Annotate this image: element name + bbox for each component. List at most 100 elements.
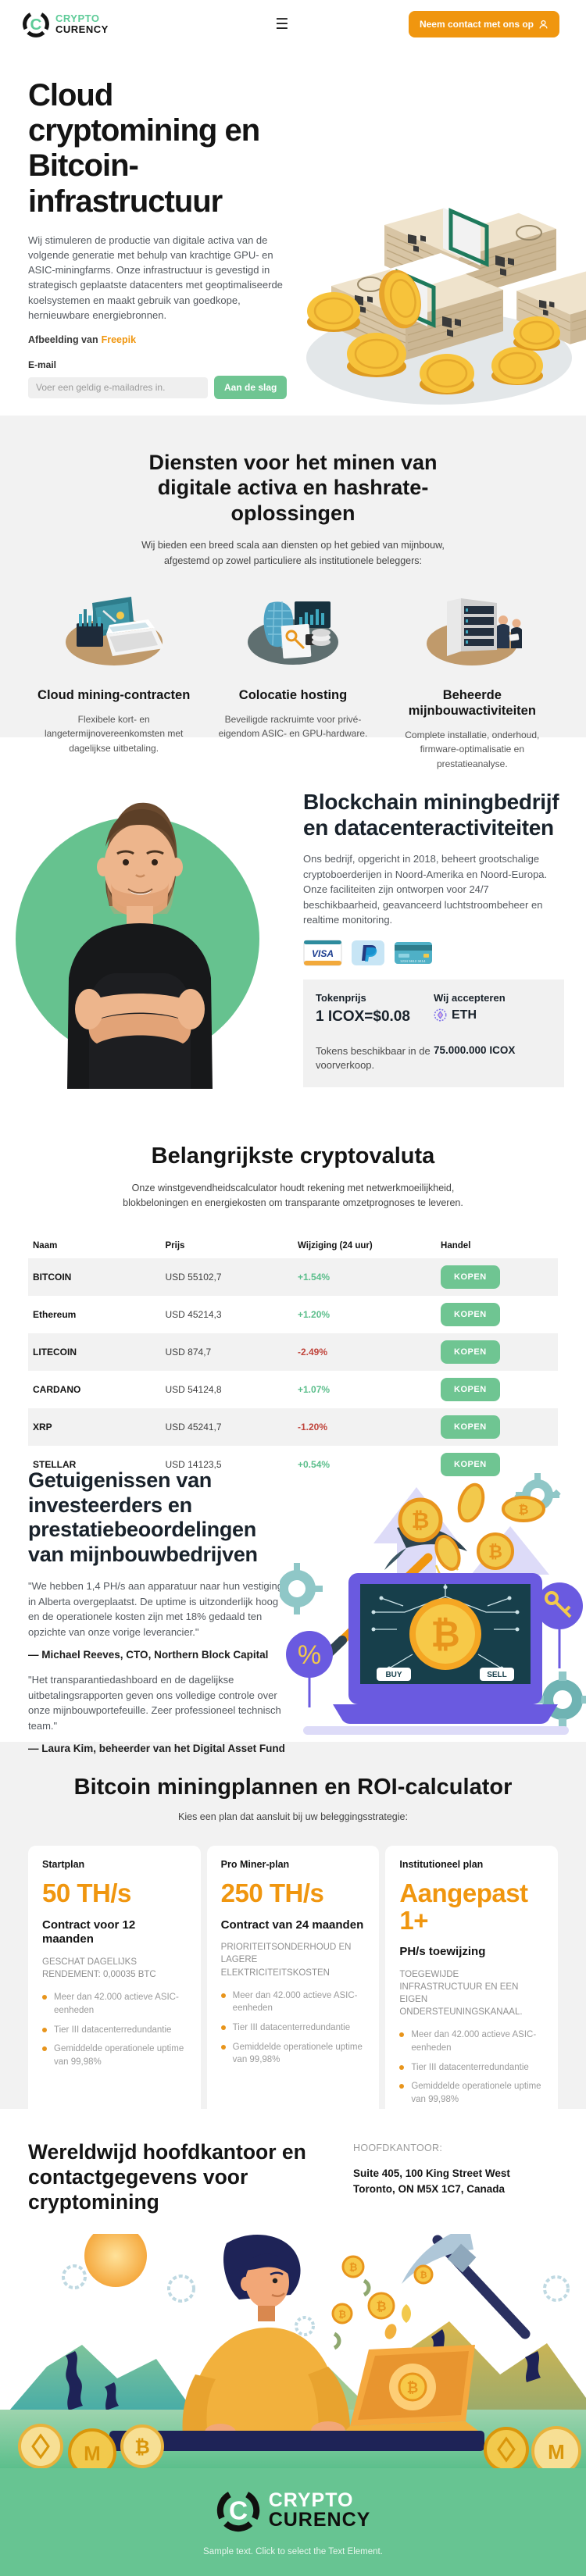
plans-section: Bitcoin miningplannen en ROI-calculator …: [0, 1742, 586, 2122]
svg-text:SELL: SELL: [487, 1671, 507, 1679]
gear-outlines: [62, 2264, 570, 2336]
accept-label: Wij accepteren: [434, 991, 506, 1004]
buy-button[interactable]: KOPEN: [441, 1340, 500, 1364]
svg-text:₿: ₿: [134, 2437, 150, 2458]
attribution-prefix: Afbeelding van: [28, 334, 98, 346]
hero-description: Wij stimuleren de productie van digitale…: [28, 234, 283, 321]
token-info-box: Tokenprijs 1 ICOX=$0.08 Wij accepteren E…: [303, 979, 564, 1088]
key-badge: [536, 1582, 583, 1668]
footer-logo-icon: C: [216, 2489, 259, 2532]
managed-mining-illustration: [427, 598, 523, 665]
crypto-section: Belangrijkste cryptovaluta Onze winstgev…: [0, 1111, 586, 1476]
buy-button[interactable]: KOPEN: [441, 1377, 500, 1401]
presale-label: Tokens beschikbaar in de voorverkoop.: [316, 1044, 431, 1072]
laptop: ₿ BUY SELL: [303, 1573, 569, 1735]
founder-photo: [16, 802, 259, 1089]
logo-text: CRYPTO CURENCY: [55, 13, 109, 34]
svg-text:C: C: [30, 16, 42, 34]
table-row: BITCOIN USD 55102,7 +1.54% KOPEN: [28, 1258, 558, 1296]
coin-burst: ₿ ₿ ₿ ₿: [331, 2255, 434, 2350]
company-description: Ons bedrijf, opgericht in 2018, beheert …: [303, 853, 548, 926]
footer-logo-line1: CRYPTO: [268, 2489, 354, 2511]
plan-label: Startplan: [42, 1859, 85, 1870]
change-value: +1.54%: [298, 1271, 331, 1283]
plan-feature: Gemiddelde operationele uptime van 99,98…: [42, 2043, 187, 2068]
site-footer: C CRYPTO CURENCY Sample text. Click to s…: [0, 2468, 586, 2576]
email-input[interactable]: [28, 376, 208, 398]
desk: [109, 2431, 484, 2451]
plan-label: Institutioneel plan: [399, 1859, 484, 1870]
get-started-button[interactable]: Aan de slag: [214, 376, 288, 400]
service-card-managed-mining: Beheerde mijnbouwactiviteiten Complete i…: [390, 594, 555, 771]
footer-logo-line2: CURENCY: [268, 2509, 371, 2531]
service-title: Colocatie hosting: [238, 687, 348, 702]
bottom-coins-left: M ₿: [18, 2424, 164, 2468]
buy-button[interactable]: KOPEN: [441, 1415, 500, 1439]
token-price-label: Tokenprijs: [316, 991, 366, 1004]
col-header-price: Prijs: [165, 1240, 185, 1251]
bottom-coins-right: M: [484, 2426, 581, 2468]
company-title: Blockchain miningbedrijf en datacenterac…: [303, 790, 559, 840]
plan-detail: TOEGEWIJDE INFRASTRUCTUUR EN EEN EIGEN O…: [399, 1970, 523, 2018]
cloud-mining-illustration: [65, 596, 164, 665]
testimonial-author: — Laura Kim, beheerder van het Digital A…: [28, 1743, 285, 1755]
office-label: HOOFDKANTOOR:: [353, 2143, 443, 2153]
flying-coins: ₿ ₿ ₿: [398, 1482, 545, 1571]
svg-text:₿: ₿: [407, 2380, 419, 2396]
plan-card-pro: Pro Miner-plan 250 TH/s Contract van 24 …: [206, 1846, 380, 2122]
svg-text:M: M: [548, 2440, 565, 2464]
image-attribution: Afbeelding van Freepik: [28, 334, 586, 345]
presale-value: 75.000.000 ICOX: [434, 1044, 516, 1056]
headquarters-info: HOOFDKANTOOR: Suite 405, 100 King Street…: [353, 2140, 510, 2214]
payment-methods: VISA 1234 5612 3414: [303, 940, 564, 966]
svg-text:M: M: [84, 2442, 101, 2465]
service-title: Beheerde mijnbouwactiviteiten: [408, 687, 536, 718]
plan-feature: Meer dan 42.000 actieve ASIC-eenheden: [220, 1989, 366, 2015]
technicians: [497, 615, 523, 648]
colocation-hosting-illustration: [247, 601, 338, 665]
contact-button[interactable]: Neem contact met ons op: [408, 11, 559, 37]
plan-card-institutional: Institutioneel plan Aangepast 1+ PH/s to…: [385, 1846, 559, 2122]
plan-contract: Contract voor 12 maanden: [42, 1918, 136, 1946]
logo-icon: C: [23, 11, 49, 37]
site-header: C CRYPTO CURENCY ☰ Neem contact met ons …: [0, 0, 586, 48]
pickaxe: [402, 2234, 531, 2339]
table-row: XRP USD 45241,7 -1.20% KOPEN: [28, 1408, 558, 1446]
token-price-value: 1 ICOX=$0.08: [316, 1008, 410, 1025]
change-value: +1.20%: [298, 1308, 331, 1320]
change-value: +0.54%: [298, 1458, 331, 1470]
plan-hashrate: Aangepast 1+: [399, 1878, 528, 1935]
laptop-orange: ₿: [336, 2345, 484, 2440]
services-section: Diensten voor het minen van digitale act…: [0, 416, 586, 769]
money-stacks-illustration: [306, 192, 586, 405]
service-description: Complete installatie, onderhoud, firmwar…: [405, 729, 540, 769]
table-row: LITECOIN USD 874,7 -2.49% KOPEN: [28, 1333, 558, 1371]
svg-text:₿: ₿: [349, 2261, 358, 2273]
plans-title: Bitcoin miningplannen en ROI-calculator: [73, 1775, 513, 1800]
testimonial-quote: "Het transparantiedashboard en de dageli…: [28, 1674, 281, 1732]
plan-contract: Contract van 24 maanden: [220, 1918, 364, 1932]
plan-detail: GESCHAT DAGELIJKS RENDEMENT: 0,00035 BTC: [42, 1957, 156, 1980]
address-line1: Suite 405, 100 King Street West: [353, 2167, 510, 2179]
person-icon: [539, 20, 548, 29]
plan-card-start: Startplan 50 TH/s Contract voor 12 maand…: [28, 1846, 201, 2122]
plan-feature: Tier III datacenterredundantie: [220, 2021, 366, 2035]
col-header-change: Wijziging (24 uur): [298, 1240, 373, 1251]
services-title: Diensten voor het minen van digitale act…: [148, 451, 438, 525]
plan-contract: PH/s toewijzing: [399, 1945, 486, 1959]
menu-button[interactable]: ☰: [275, 16, 289, 33]
buy-button[interactable]: KOPEN: [441, 1452, 500, 1476]
footer-logo-text: CRYPTO CURENCY: [269, 2491, 371, 2530]
buy-button[interactable]: KOPEN: [441, 1265, 500, 1289]
accept-value: ETH: [452, 1008, 477, 1022]
sun: [84, 2234, 147, 2287]
testimonial-author: — Michael Reeves, CTO, Northern Block Ca…: [28, 1649, 269, 1661]
freepik-link[interactable]: Freepik: [101, 334, 137, 346]
svg-text:₿: ₿: [488, 1542, 502, 1561]
man-portrait: [67, 802, 213, 1089]
plan-hashrate: 50 TH/s: [42, 1878, 131, 1907]
col-header-name: Naam: [33, 1240, 58, 1251]
change-value: -1.20%: [298, 1421, 328, 1432]
buy-button[interactable]: KOPEN: [441, 1302, 500, 1326]
